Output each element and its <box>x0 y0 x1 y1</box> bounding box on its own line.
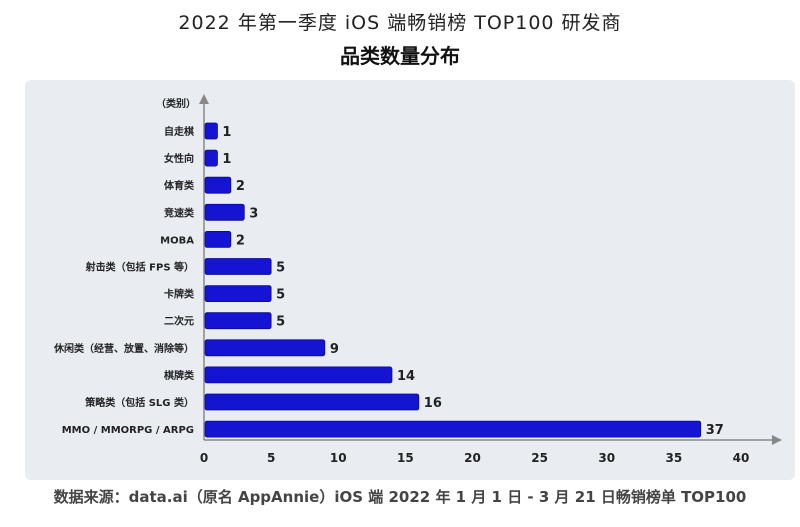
bar <box>204 149 218 167</box>
data-label: 14 <box>397 369 415 384</box>
x-tick-label: 10 <box>330 451 347 465</box>
y-axis-arrow <box>199 94 209 104</box>
bar <box>204 203 245 221</box>
category-label: 策略类（包括 SLG 类） <box>85 396 194 409</box>
data-label: 5 <box>276 288 285 303</box>
data-label: 37 <box>706 423 724 438</box>
category-label: MOBA <box>160 235 194 246</box>
chart-subtitle: 品类数量分布 <box>340 44 460 68</box>
chart-panel <box>25 80 795 480</box>
bar <box>204 420 702 438</box>
x-tick-label: 20 <box>464 451 481 465</box>
x-axis-arrow <box>772 435 782 445</box>
category-label: 卡牌类 <box>164 288 194 301</box>
x-tick-label: 0 <box>200 451 208 465</box>
data-label: 5 <box>276 261 285 276</box>
bar <box>204 258 272 275</box>
bar <box>204 122 218 140</box>
category-label: 竞速类 <box>163 206 194 219</box>
data-label: 5 <box>276 315 285 330</box>
x-tick-label: 35 <box>666 451 683 465</box>
category-label: 休闲类（经营、放置、消除等） <box>53 342 194 355</box>
bar <box>204 312 272 330</box>
category-label: 射击类（包括 FPS 等） <box>85 261 194 274</box>
category-label: 体育类 <box>164 179 194 192</box>
bar <box>204 285 272 303</box>
category-label: MMO / MMORPG / ARPG <box>62 425 194 436</box>
data-label: 2 <box>236 179 245 194</box>
x-tick-label: 25 <box>531 451 548 465</box>
data-label: 16 <box>424 396 442 411</box>
y-axis-label: （类别） <box>156 97 196 110</box>
category-label: 自走棋 <box>164 125 194 138</box>
data-label: 1 <box>222 125 231 140</box>
x-tick-label: 40 <box>733 451 750 465</box>
bar <box>204 339 326 357</box>
category-label: 二次元 <box>164 315 194 328</box>
chart-title: 2022 年第一季度 iOS 端畅销榜 TOP100 研发商 <box>178 12 622 34</box>
data-label: 9 <box>330 342 339 357</box>
x-tick-label: 5 <box>267 451 275 465</box>
bar <box>204 393 420 411</box>
category-label: 女性向 <box>164 152 194 165</box>
category-label: 棋牌类 <box>163 369 194 382</box>
x-tick-label: 15 <box>397 451 414 465</box>
data-label: 3 <box>249 206 258 221</box>
source-note: 数据来源：data.ai（原名 AppAnnie）iOS 端 2022 年 1 … <box>53 488 747 506</box>
bar <box>204 176 232 194</box>
data-label: 2 <box>236 233 245 248</box>
bar <box>204 366 393 384</box>
x-tick-label: 30 <box>598 451 615 465</box>
bar <box>204 230 232 248</box>
data-label: 1 <box>222 152 231 167</box>
